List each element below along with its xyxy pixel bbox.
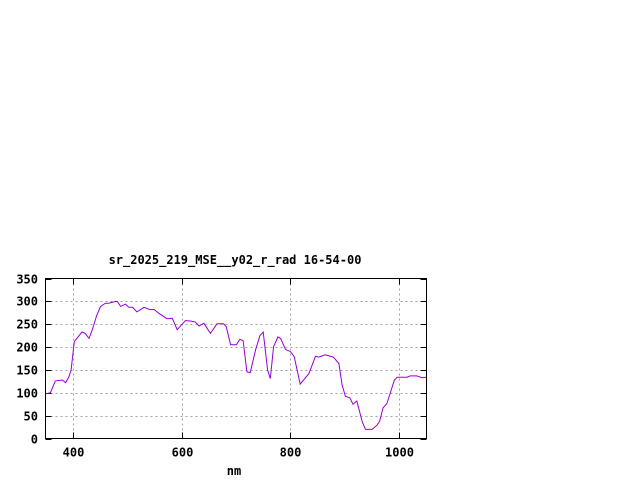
x-tick-label: 600 [172, 446, 194, 460]
x-tick-label: 400 [63, 446, 85, 460]
chart-title: sr_2025_219_MSE__y02_r_rad 16-54-00 [109, 253, 362, 268]
x-tick-label: 1000 [385, 446, 414, 460]
x-tick-label: 800 [280, 446, 302, 460]
tick-labels: 400 600 800 1000 0 50 100 150 200 250 300 350 [16, 273, 414, 460]
y-tick-label: 200 [16, 341, 38, 355]
y-tick-label: 250 [16, 318, 38, 332]
y-tick-label: 300 [16, 295, 38, 309]
y-tick-label: 100 [16, 387, 38, 401]
series-line [45, 300, 427, 430]
y-tick-label: 150 [16, 364, 38, 378]
plot-border [45, 278, 427, 439]
y-tick-label: 0 [31, 433, 38, 447]
tick-marks [45, 278, 427, 440]
x-axis-label: nm [227, 464, 241, 478]
y-tick-label: 350 [16, 273, 38, 287]
y-tick-label: 50 [24, 410, 38, 424]
grid [45, 278, 427, 439]
